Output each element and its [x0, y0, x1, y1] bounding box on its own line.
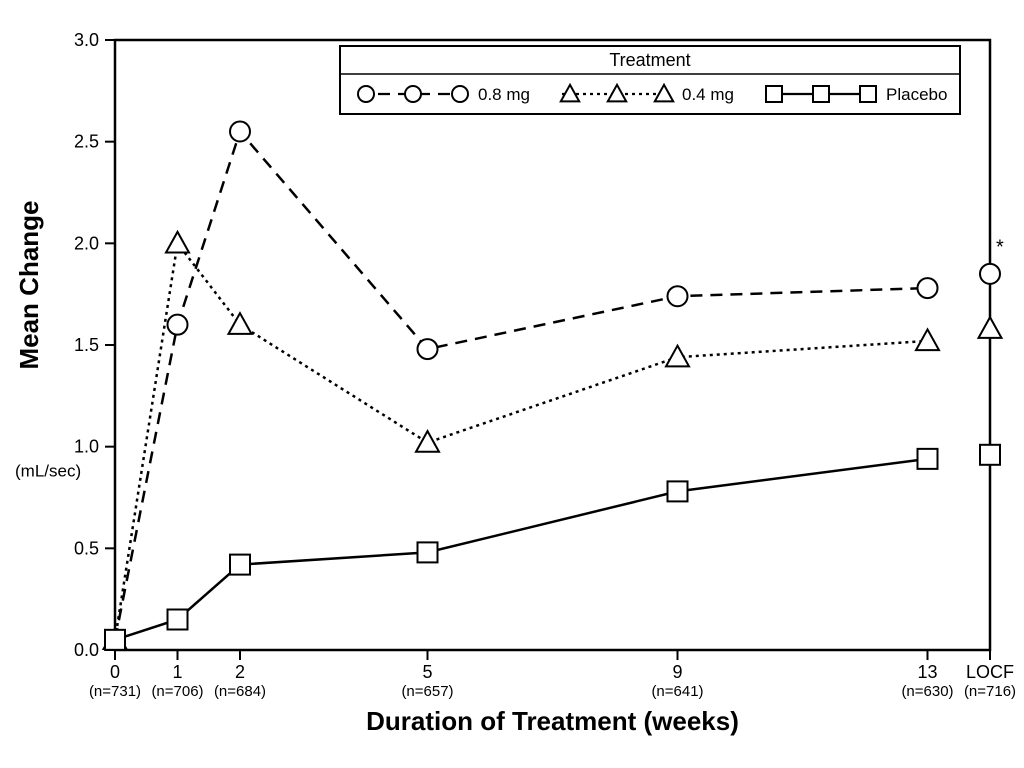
x-tick-sublabel: (n=716)	[964, 683, 1016, 700]
series-marker-s04	[979, 317, 1002, 338]
series-marker-s04	[229, 313, 252, 334]
y-tick-label: 0.0	[74, 640, 99, 660]
series-marker-s08	[918, 278, 938, 298]
x-tick-label: 5	[422, 662, 432, 682]
series-marker-s04	[666, 346, 689, 367]
series-marker-s08	[980, 264, 1000, 284]
line-chart: 0.00.51.01.52.02.53.0 0(n=731)1(n=706)2(…	[0, 0, 1024, 768]
series-marker-plac	[105, 630, 125, 650]
chart-legend: Treatment 0.8 mg 0.4 mg Placebo	[340, 46, 960, 114]
series-marker-plac	[668, 481, 688, 501]
series-marker-plac	[168, 610, 188, 630]
series-marker-s04	[916, 329, 939, 350]
series-marker-plac	[418, 542, 438, 562]
y-tick-label: 1.0	[74, 437, 99, 457]
chart-container: 0.00.51.01.52.02.53.0 0(n=731)1(n=706)2(…	[0, 0, 1024, 768]
legend-marker-icon	[405, 86, 421, 102]
x-axis-ticks: 0(n=731) 1(n=706) 2(n=684) 5(n=657) 9(n=641)…	[89, 650, 1016, 700]
legend-title: Treatment	[609, 50, 690, 70]
legend-marker-icon	[813, 86, 829, 102]
series-marker-s04	[416, 431, 439, 452]
series-marker-plac	[918, 449, 938, 469]
x-axis-title: Duration of Treatment (weeks)	[366, 706, 739, 736]
y-tick-label: 1.5	[74, 335, 99, 355]
series-marker-s08	[168, 315, 188, 335]
legend-item-label: 0.4 mg	[682, 85, 734, 104]
x-tick-label: LOCF	[966, 662, 1014, 682]
x-tick-label: 9	[672, 662, 682, 682]
x-tick-label: 1	[172, 662, 182, 682]
x-tick-sublabel: (n=731)	[89, 683, 141, 700]
x-tick-sublabel: (n=630)	[901, 683, 953, 700]
series-marker-s08	[418, 339, 438, 359]
y-tick-label: 3.0	[74, 30, 99, 50]
x-tick-sublabel: (n=641)	[651, 683, 703, 700]
x-tick-sublabel: (n=657)	[401, 683, 453, 700]
x-tick-sublabel: (n=706)	[151, 683, 203, 700]
series-line-s04	[115, 243, 928, 640]
y-tick-label: 2.0	[74, 233, 99, 253]
chart-series	[104, 122, 1002, 650]
x-tick-sublabel: (n=684)	[214, 683, 266, 700]
legend-marker-icon	[452, 86, 468, 102]
legend-item-label: Placebo	[886, 85, 947, 104]
series-marker-plac	[980, 445, 1000, 465]
legend-marker-icon	[766, 86, 782, 102]
x-tick-label: 13	[917, 662, 937, 682]
series-marker-s04	[166, 232, 189, 253]
x-tick-label: 2	[235, 662, 245, 682]
y-axis-ticks: 0.0 0.5 1.0 1.5 2.0 2.5 3.0	[74, 30, 115, 660]
series-marker-s08	[230, 122, 250, 142]
x-tick-label: 0	[110, 662, 120, 682]
y-axis-unit: (mL/sec)	[15, 462, 81, 481]
chart-annotations: *	[996, 237, 1004, 259]
series-line-plac	[115, 459, 928, 640]
y-axis-title: Mean Change	[14, 200, 44, 369]
annotation-star: *	[996, 237, 1004, 259]
legend-item-label: 0.8 mg	[478, 85, 530, 104]
series-marker-plac	[230, 555, 250, 575]
series-marker-s08	[668, 286, 688, 306]
legend-marker-icon	[358, 86, 374, 102]
y-tick-label: 0.5	[74, 538, 99, 558]
legend-marker-icon	[860, 86, 876, 102]
y-tick-label: 2.5	[74, 132, 99, 152]
